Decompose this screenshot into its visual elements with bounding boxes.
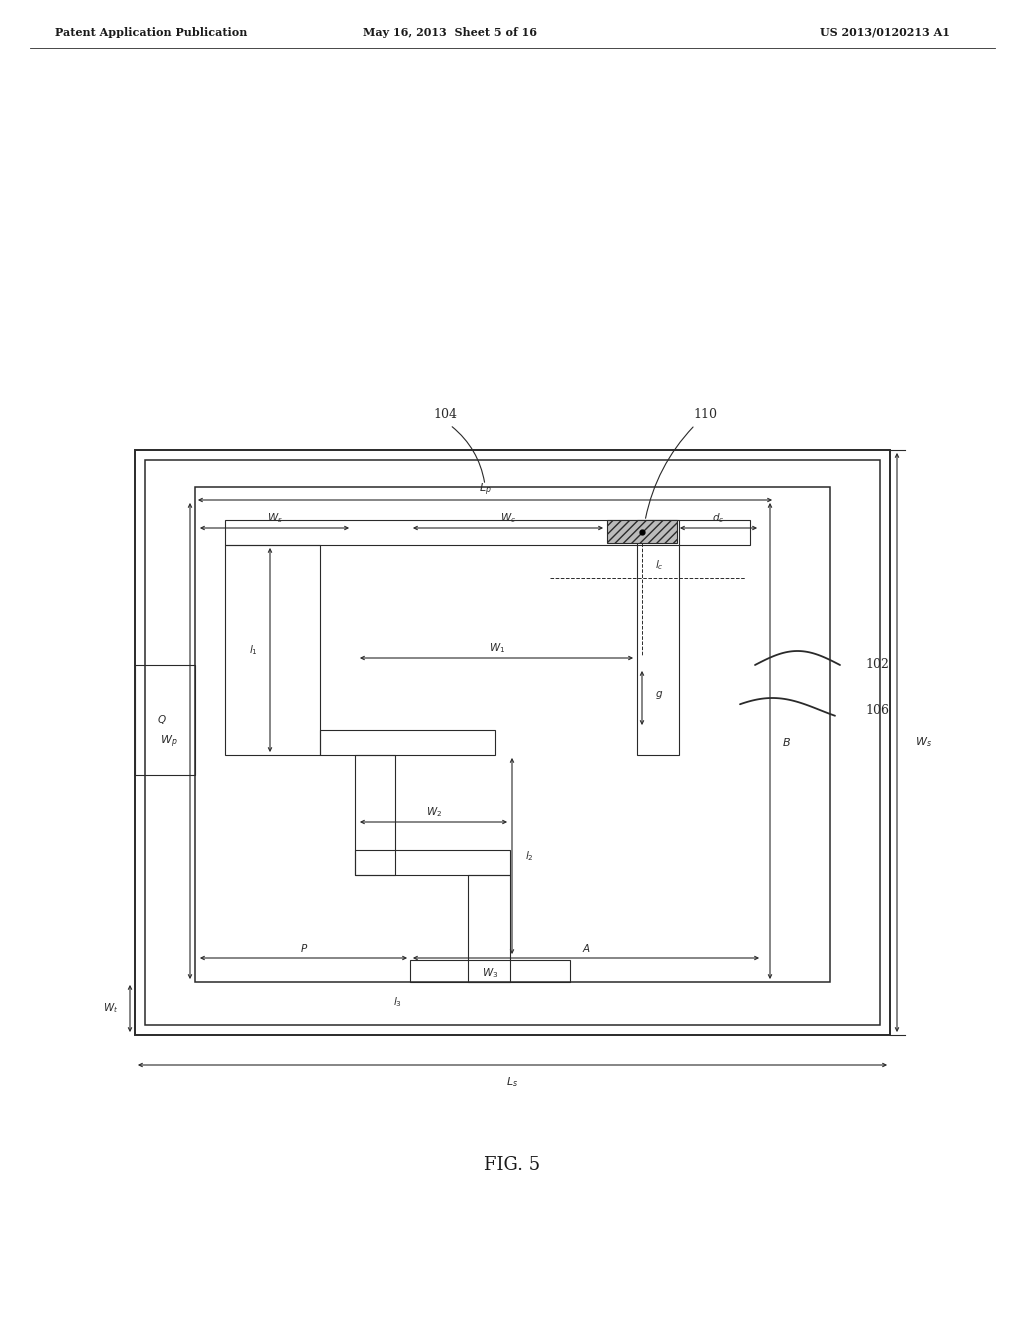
- Text: 106: 106: [865, 704, 889, 717]
- Bar: [225, 520, 750, 545]
- Text: $l_2$: $l_2$: [525, 849, 534, 863]
- Bar: [135, 665, 195, 775]
- Text: $g$: $g$: [655, 689, 664, 701]
- Bar: [637, 520, 679, 755]
- Text: $d_c$: $d_c$: [712, 511, 724, 525]
- Text: 104: 104: [433, 408, 457, 421]
- Text: $L_p$: $L_p$: [478, 482, 492, 498]
- Text: $W_s$: $W_s$: [915, 735, 932, 748]
- Bar: [319, 730, 495, 755]
- Text: 110: 110: [693, 408, 717, 421]
- Bar: [355, 755, 395, 875]
- Bar: [607, 520, 677, 543]
- Text: $L_s$: $L_s$: [506, 1074, 518, 1089]
- Text: $Q$: $Q$: [157, 714, 167, 726]
- Bar: [195, 487, 830, 982]
- Text: $l_3$: $l_3$: [392, 995, 401, 1008]
- Text: US 2013/0120213 A1: US 2013/0120213 A1: [820, 26, 950, 37]
- Text: $B$: $B$: [782, 737, 791, 748]
- Bar: [145, 459, 880, 1026]
- Text: $l_c$: $l_c$: [655, 558, 664, 572]
- Text: $W_1$: $W_1$: [488, 642, 505, 655]
- Text: Patent Application Publication: Patent Application Publication: [55, 26, 248, 37]
- Text: $W_3$: $W_3$: [482, 966, 498, 979]
- Text: $W_2$: $W_2$: [426, 805, 442, 818]
- Text: $P$: $P$: [300, 942, 308, 954]
- Text: May 16, 2013  Sheet 5 of 16: May 16, 2013 Sheet 5 of 16: [362, 26, 537, 37]
- Text: $A$: $A$: [582, 942, 591, 954]
- Bar: [225, 545, 319, 755]
- Bar: [468, 875, 510, 982]
- Text: FIG. 5: FIG. 5: [484, 1156, 540, 1173]
- Text: $W_s$: $W_s$: [267, 511, 283, 525]
- Bar: [135, 450, 890, 1035]
- Text: 102: 102: [865, 659, 889, 672]
- Text: $l_1$: $l_1$: [249, 643, 258, 657]
- Text: $W_c$: $W_c$: [500, 511, 516, 525]
- Text: $W_t$: $W_t$: [102, 1001, 118, 1015]
- Text: $W_p$: $W_p$: [161, 734, 178, 750]
- Bar: [410, 960, 570, 982]
- Bar: [355, 850, 510, 875]
